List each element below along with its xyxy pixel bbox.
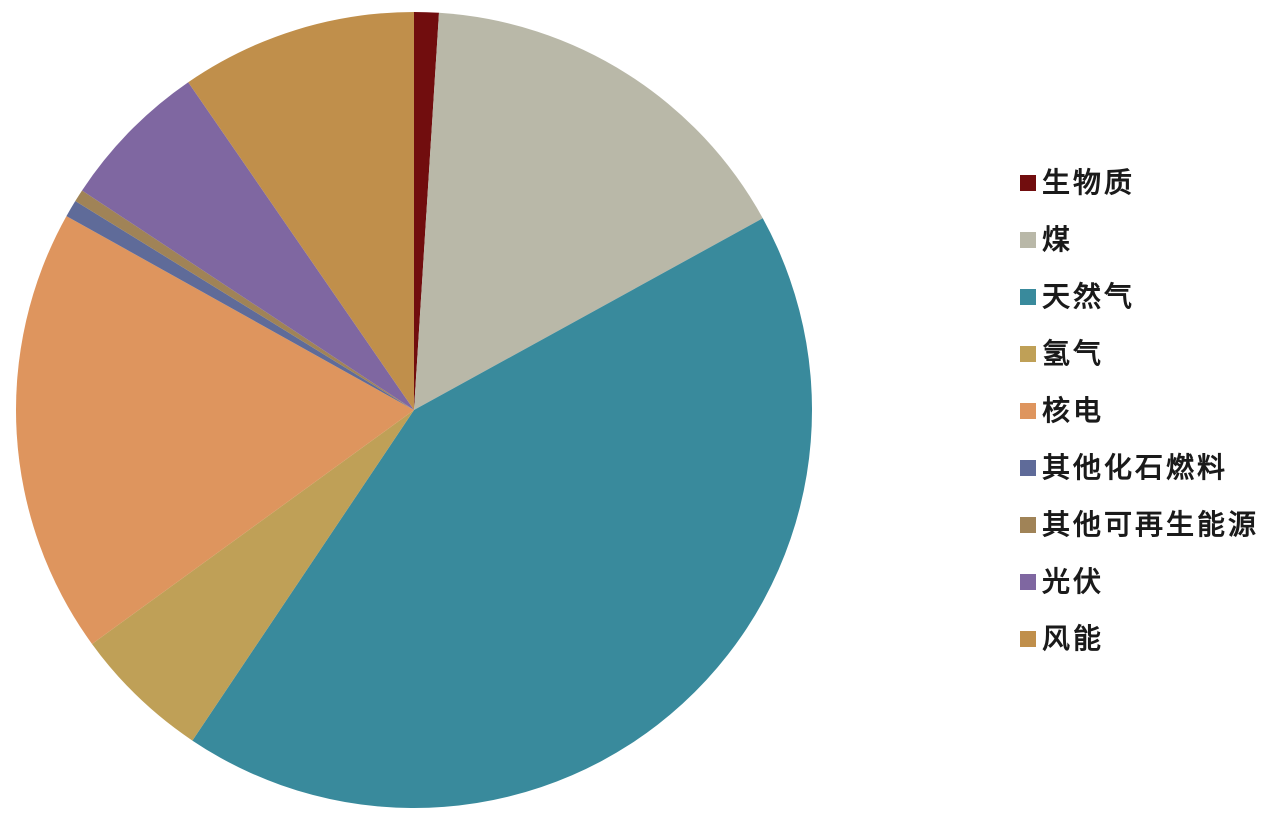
legend-label: 其他化石燃料 bbox=[1042, 451, 1229, 483]
pie-slice-solar-pv bbox=[82, 82, 414, 410]
legend-item-wind: 风能 bbox=[1020, 610, 1259, 667]
pie-slice-biomass bbox=[414, 12, 439, 410]
pie-slice-hydrogen bbox=[92, 410, 414, 741]
legend-label: 氢气 bbox=[1042, 337, 1105, 369]
legend-item-hydrogen: 氢气 bbox=[1020, 325, 1259, 382]
legend-label: 其他可再生能源 bbox=[1042, 508, 1260, 540]
legend-item-other-renewables: 其他可再生能源 bbox=[1020, 496, 1259, 553]
legend-item-other-fossil-fuels: 其他化石燃料 bbox=[1020, 439, 1259, 496]
legend-item-coal: 煤 bbox=[1020, 211, 1259, 268]
legend-swatch-icon bbox=[1020, 516, 1036, 533]
pie-slice-natural-gas bbox=[192, 218, 813, 809]
legend-label: 光伏 bbox=[1042, 565, 1105, 597]
legend-label: 核电 bbox=[1042, 394, 1105, 426]
legend-swatch-icon bbox=[1020, 345, 1036, 362]
legend-swatch-icon bbox=[1020, 288, 1036, 305]
legend-swatch-icon bbox=[1020, 630, 1036, 647]
pie-slice-other-renewables bbox=[75, 190, 415, 410]
legend-label: 天然气 bbox=[1042, 280, 1136, 312]
legend-item-solar-pv: 光伏 bbox=[1020, 553, 1259, 610]
legend-item-nuclear: 核电 bbox=[1020, 382, 1259, 439]
pie-slice-other-fossil-fuels bbox=[66, 200, 414, 410]
legend-swatch-icon bbox=[1020, 174, 1036, 191]
chart-legend: 生物质煤天然气氢气核电其他化石燃料 其他可再生能源 光伏风能 bbox=[1020, 154, 1259, 667]
legend-item-natural-gas: 天然气 bbox=[1020, 268, 1259, 325]
legend-label: 生物质 bbox=[1042, 166, 1136, 198]
legend-swatch-icon bbox=[1020, 459, 1036, 476]
legend-swatch-icon bbox=[1020, 231, 1036, 248]
legend-swatch-icon bbox=[1020, 573, 1036, 590]
pie-slice-nuclear bbox=[15, 216, 415, 644]
legend-label: 风能 bbox=[1042, 622, 1105, 654]
pie-slice-coal bbox=[414, 12, 763, 410]
legend-item-biomass: 生物质 bbox=[1020, 154, 1259, 211]
pie-slice-wind bbox=[188, 11, 414, 410]
legend-swatch-icon bbox=[1020, 402, 1036, 419]
legend-label: 煤 bbox=[1042, 223, 1074, 255]
